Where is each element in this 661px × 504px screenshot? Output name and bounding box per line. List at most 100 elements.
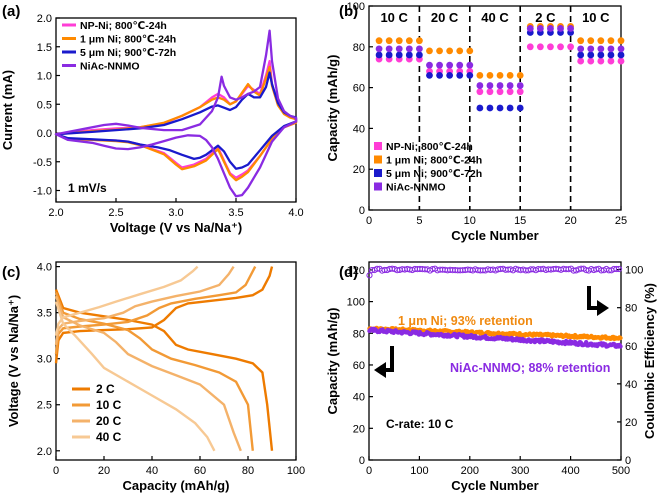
x-tick-label: 80	[242, 465, 254, 477]
panel-a-cv-plot: 2.0 2.5 3.0 3.5 4.0 -1.0 -0.5 0.0 0.5 1.0 1.5 2.0 Vo…	[0, 3, 304, 235]
data-point-0	[557, 43, 564, 51]
data-point-3	[536, 25, 544, 32]
data-point-2	[607, 51, 615, 59]
data-point-1	[607, 37, 615, 45]
data-point-2	[375, 51, 383, 59]
data-point-2	[476, 104, 484, 112]
discharge-curve-3	[54, 301, 216, 452]
data-point-3	[607, 45, 615, 53]
data-point-0	[617, 57, 625, 65]
x-tick-label: 0	[366, 215, 372, 227]
y2-tick-label: 0	[625, 455, 631, 467]
scan-rate-annotation: 1 mV/s	[68, 181, 107, 195]
charge-curve-2	[54, 265, 235, 346]
y-tick-label: 60	[353, 360, 365, 372]
y-tick-label: 40	[353, 123, 365, 135]
y2-tick-label: 20	[625, 417, 637, 429]
data-point-0	[486, 88, 494, 96]
plot-frame	[368, 5, 622, 211]
legend-label: 40 C	[96, 430, 122, 444]
data-point-1	[577, 37, 585, 45]
left-axis-arrow-shaft	[385, 346, 394, 372]
panel-label: (d)	[339, 264, 358, 281]
y-tick-label: 80	[353, 328, 365, 340]
data-point-2	[446, 71, 454, 79]
x-axis-label: Capacity (mAh/g)	[123, 478, 230, 493]
x-tick-label: 2.0	[48, 207, 63, 219]
plot-frame	[55, 17, 297, 203]
y-tick-label: 2.5	[37, 400, 52, 412]
data-point-2	[405, 51, 413, 59]
data-point-3	[486, 82, 494, 89]
data-point-3	[446, 61, 454, 69]
x-tick-label: 25	[615, 215, 627, 227]
y-tick-label: 80	[353, 42, 365, 54]
rate-label: 20 C	[431, 10, 459, 25]
y-tick-label: 2.0	[37, 446, 52, 458]
data-point-2	[395, 51, 403, 59]
data-point-2	[416, 51, 423, 59]
panel-c-charge-discharge-plot: 0 20 40 60 80 100 2.0 2.5 3.0 3.5 4.0 Capacity (mAh…	[2, 261, 305, 493]
data-point-2	[597, 51, 605, 59]
cv-curve-0	[54, 59, 298, 179]
data-point-0	[587, 57, 595, 65]
data-point-3	[557, 25, 564, 32]
discharge-curve-0	[54, 289, 274, 451]
data-point-2	[506, 104, 514, 112]
data-point-1	[456, 47, 464, 55]
x-tick-label: 100	[410, 465, 428, 477]
x-tick-label: 5	[416, 215, 422, 227]
x-tick-label: 4.0	[288, 207, 303, 219]
legend-label: NiAc-NNMO	[386, 182, 446, 194]
capacity-point-niac	[618, 344, 623, 349]
ce-point	[366, 272, 373, 279]
data-point-2	[486, 104, 494, 112]
data-point-0	[536, 43, 544, 51]
data-point-3	[395, 45, 403, 53]
data-point-0	[607, 57, 615, 65]
y2-tick-label: 40	[625, 379, 637, 391]
y-tick-label: 60	[353, 83, 365, 95]
y-tick-label: 40	[353, 392, 365, 404]
data-point-3	[496, 82, 504, 89]
data-point-3	[456, 61, 464, 69]
x-tick-label: 3.0	[168, 207, 183, 219]
legend-label: 10 C	[96, 398, 122, 412]
data-point-3	[506, 82, 514, 89]
data-point-1	[385, 37, 393, 45]
y2-tick-label: 80	[625, 303, 637, 315]
data-point-1	[617, 37, 625, 45]
data-point-1	[597, 37, 605, 45]
y-tick-label: 120	[347, 265, 365, 277]
legend-label: 2 C	[96, 382, 115, 396]
y2-axis-label: Coulombic Efficiency (%)	[642, 283, 657, 439]
data-point-3	[385, 45, 393, 53]
y-tick-label: 0	[359, 455, 365, 467]
legend-label: 5 μm Ni; 900℃-72h	[386, 168, 482, 180]
data-point-1	[375, 37, 383, 45]
y-tick-label: 3.0	[37, 354, 52, 366]
x-tick-label: 15	[514, 215, 526, 227]
data-point-1	[486, 71, 494, 79]
x-axis-label: Voltage (V vs Na/Na⁺)	[110, 220, 242, 235]
legend-label: NP-Ni; 800℃-24h	[80, 20, 167, 32]
y-tick-label: 2.0	[37, 13, 52, 25]
data-point-1	[446, 47, 454, 55]
data-point-3	[617, 45, 625, 53]
y2-tick-label: 60	[625, 341, 637, 353]
legend-label: NiAc-NNMO	[80, 61, 140, 73]
annotation-1um: 1 μm Ni; 93% retention	[398, 314, 533, 328]
data-point-2	[496, 104, 504, 112]
y-tick-label: 0.5	[37, 99, 52, 111]
data-point-0	[476, 88, 484, 96]
data-point-0	[577, 57, 585, 65]
data-point-0	[516, 88, 524, 96]
ce-point	[615, 265, 623, 273]
y-axis-label: Capacity (mAh/g)	[325, 308, 340, 415]
data-point-0	[597, 57, 605, 65]
right-axis-arrow-head	[597, 300, 609, 316]
annotation-niac: NiAc-NNMO; 88% retention	[450, 361, 610, 375]
rate-label: 2 C	[535, 10, 556, 25]
x-tick-label: 60	[194, 465, 206, 477]
